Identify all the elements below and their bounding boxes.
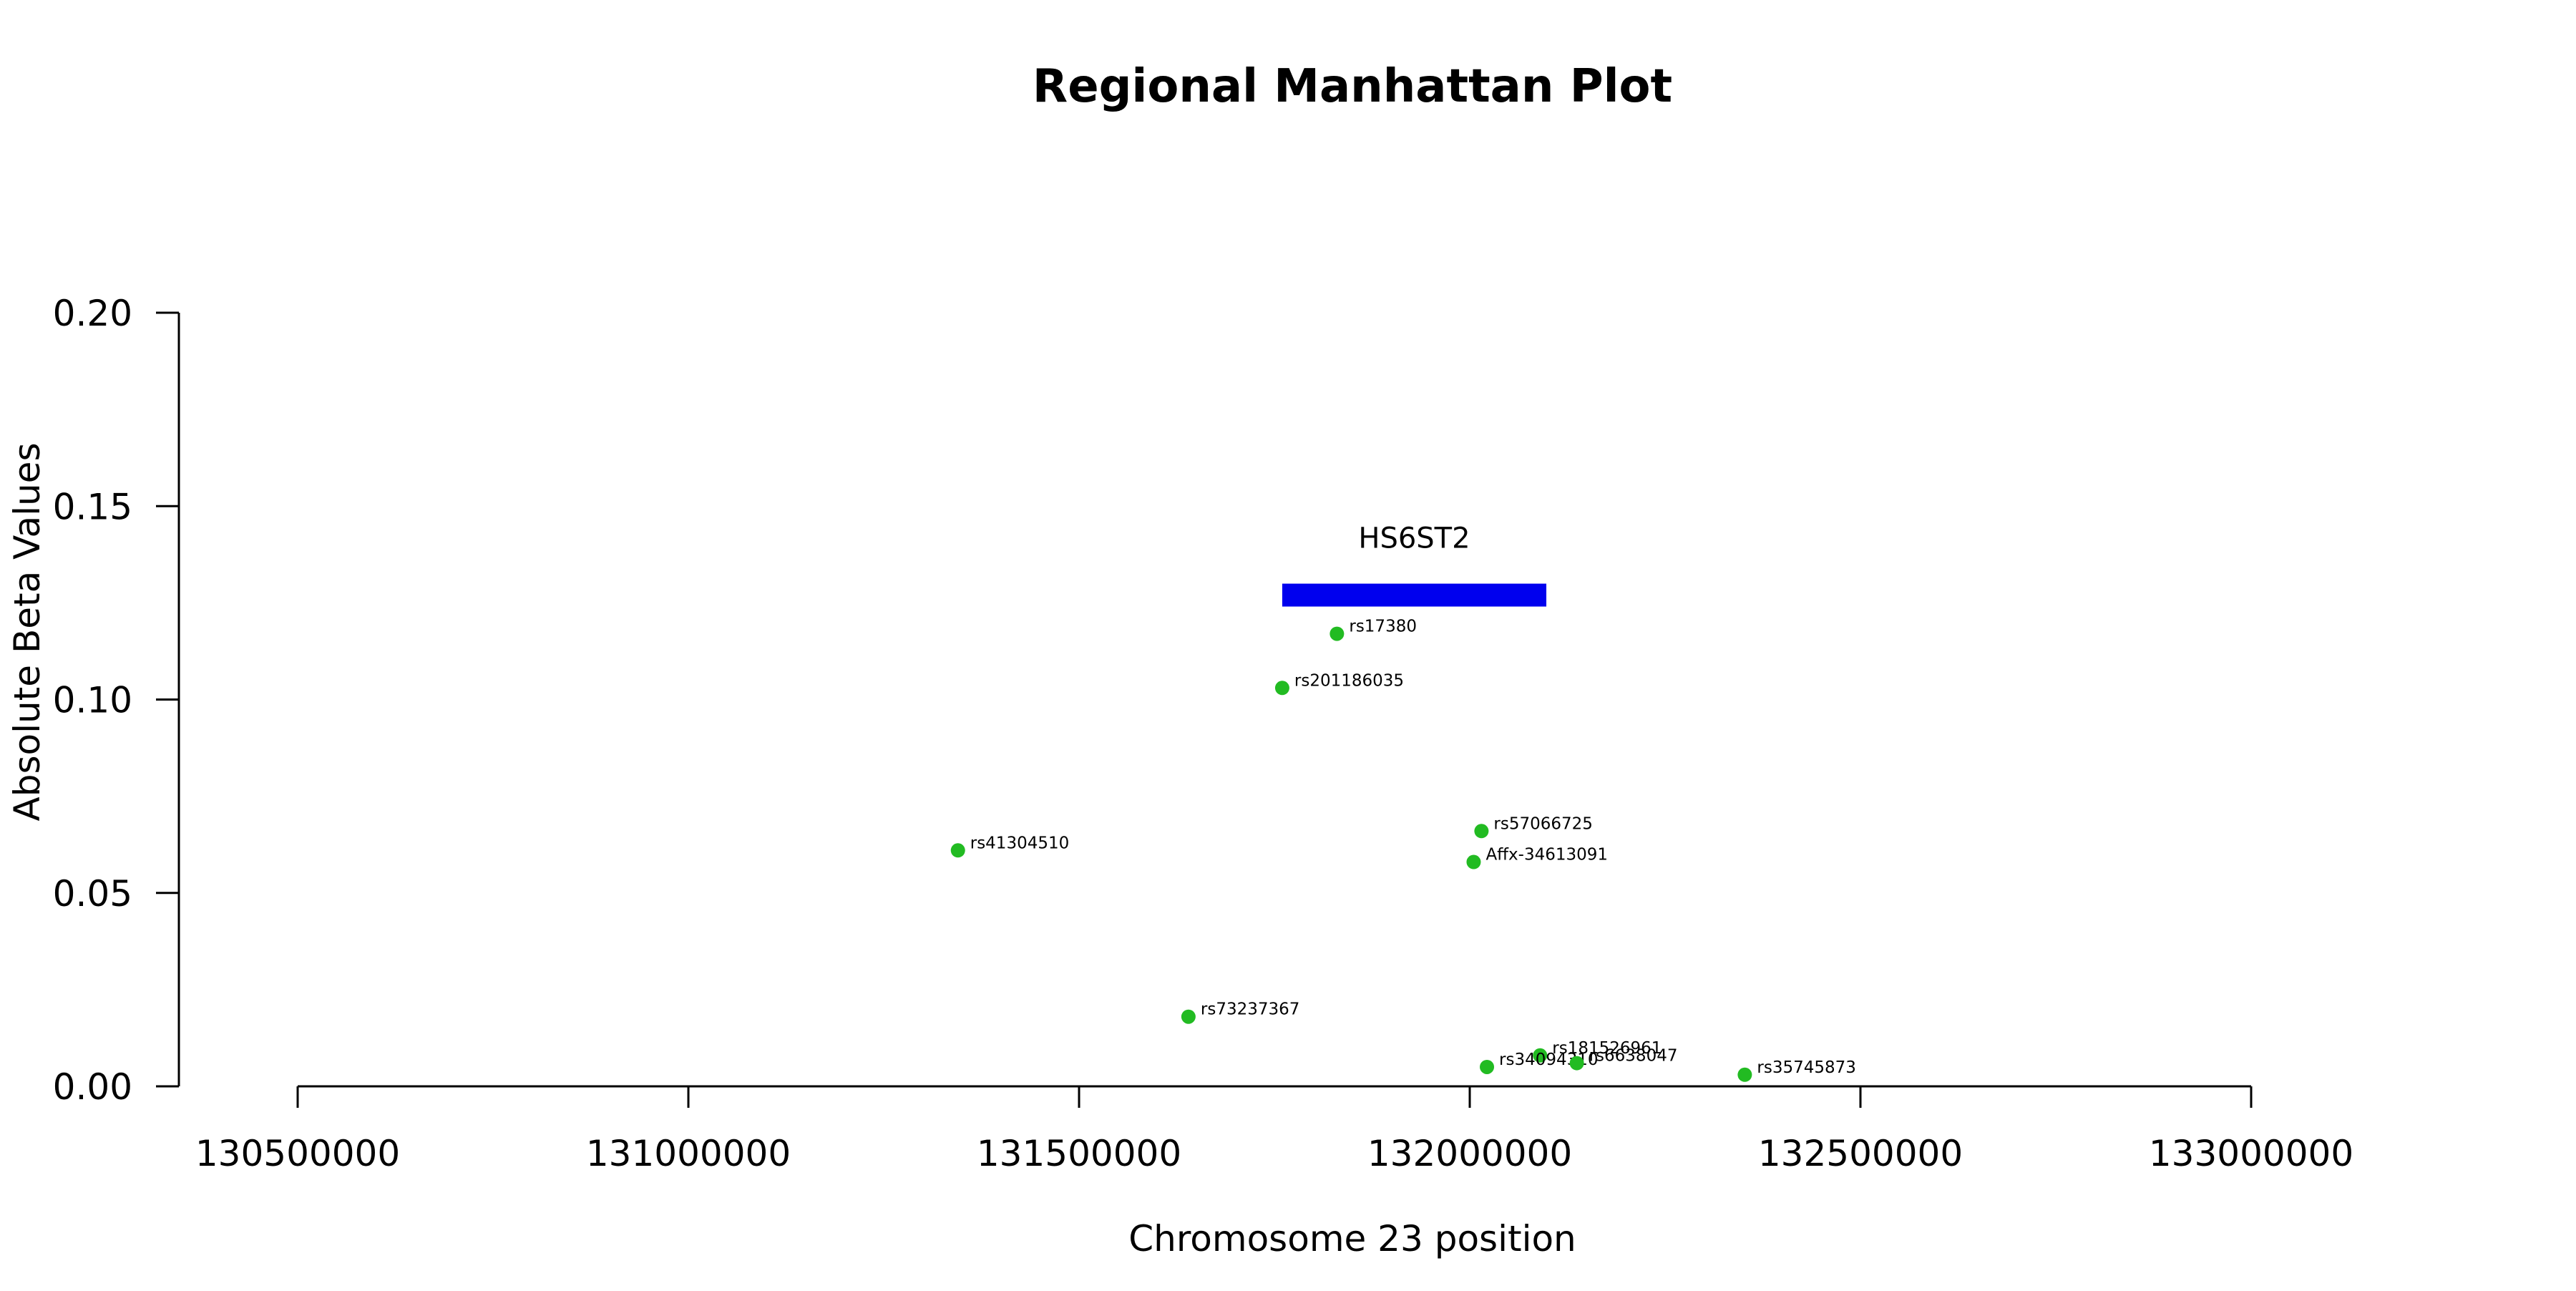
x-tick-label: 133000000 [2149, 1133, 2353, 1174]
snp-label: Affx-34613091 [1485, 846, 1608, 864]
snp-label: rs34094310 [1499, 1051, 1599, 1069]
x-tick-label: 132000000 [1367, 1133, 1572, 1174]
gene-bar [1282, 583, 1547, 607]
x-axis-label: Chromosome 23 position [1128, 1218, 1576, 1260]
snp-point [1737, 1067, 1752, 1082]
snp-label: rs35745873 [1757, 1058, 1856, 1077]
x-tick-label: 130500000 [195, 1133, 400, 1174]
snp-label: rs201186035 [1294, 671, 1404, 690]
snp-label: rs73237367 [1201, 1000, 1300, 1019]
snp-point [1274, 681, 1289, 696]
snp-label: rs6638047 [1589, 1047, 1678, 1066]
snp-label: rs41304510 [970, 834, 1070, 852]
x-axis-ticks: 130500000 131000000 131500000 132000000 1325… [195, 1086, 2353, 1174]
snp-point [1474, 824, 1489, 839]
snp-label: rs181526961 [1552, 1039, 1662, 1058]
chart-title: Regional Manhattan Plot [1033, 60, 1672, 113]
snp-point [1569, 1056, 1584, 1071]
snp-point [1181, 1009, 1196, 1024]
gene-track: HS6ST2 [1282, 522, 1547, 607]
x-tick-label: 131500000 [977, 1133, 1181, 1174]
gene-label: HS6ST2 [1358, 522, 1470, 555]
data-points: rs17380 rs201186035 rs41304510 rs57066725 Af… [950, 618, 1856, 1082]
x-tick-label: 131000000 [586, 1133, 791, 1174]
snp-point [1330, 626, 1345, 641]
snp-point [1533, 1048, 1548, 1063]
snp-label: rs57066725 [1493, 814, 1593, 833]
y-axis-label: Absolute Beta Values [6, 443, 48, 822]
snp-label: rs17380 [1349, 618, 1417, 636]
y-axis-ticks: 0.00 0.05 0.10 0.15 0.20 [53, 293, 179, 1108]
y-tick-label: 0.15 [53, 486, 132, 527]
snp-point [950, 843, 965, 858]
y-tick-label: 0.05 [53, 873, 132, 915]
snp-point [1480, 1059, 1495, 1074]
y-tick-label: 0.00 [53, 1066, 132, 1108]
snp-point [1466, 854, 1481, 869]
y-tick-label: 0.10 [53, 680, 132, 721]
x-tick-label: 132500000 [1758, 1133, 1963, 1174]
y-tick-label: 0.20 [53, 293, 132, 334]
